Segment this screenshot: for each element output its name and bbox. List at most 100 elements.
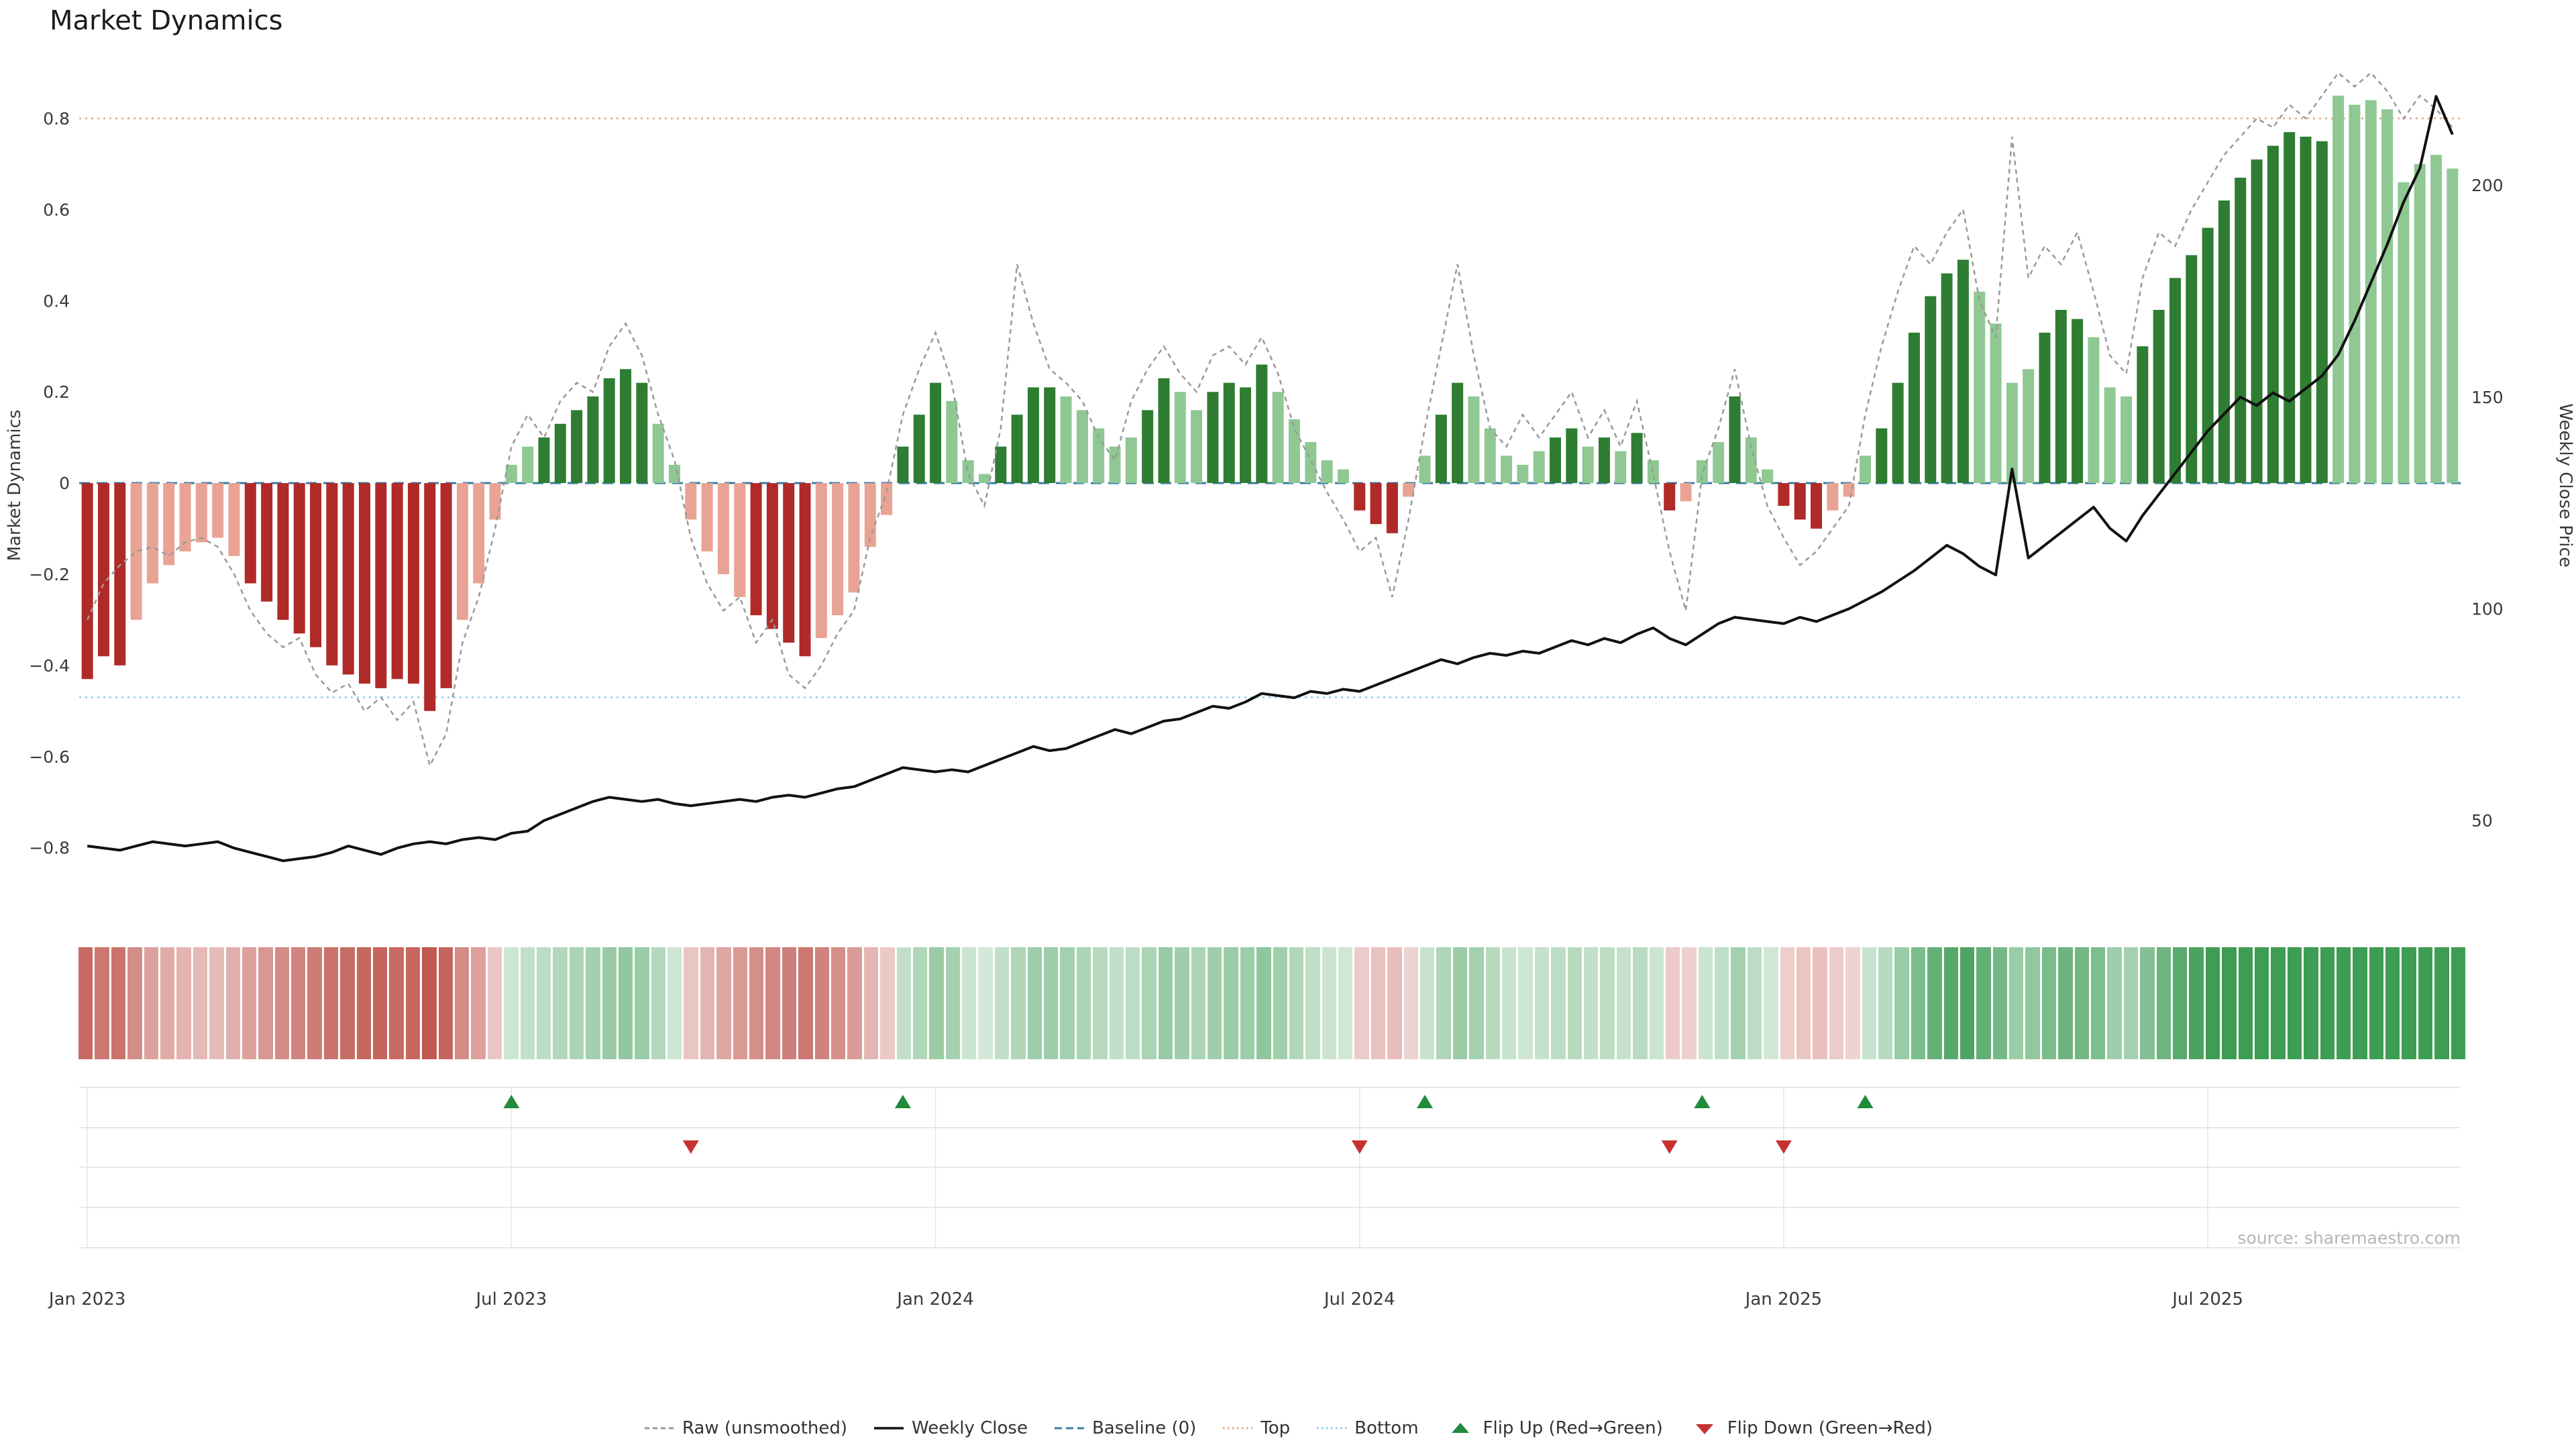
heatmap-cell xyxy=(684,947,698,1059)
heatmap-cell xyxy=(487,947,502,1059)
heatmap-cell xyxy=(2058,947,2073,1059)
right-axis-tick: 200 xyxy=(2471,176,2504,195)
heatmap-cell xyxy=(1175,947,1189,1059)
flip-down-marker xyxy=(1661,1140,1678,1154)
dynamics-bar xyxy=(1794,483,1806,520)
dynamics-bar xyxy=(1860,455,1871,484)
heatmap-cell xyxy=(2222,947,2237,1059)
heatmap-cell xyxy=(1485,947,1500,1059)
dynamics-bar xyxy=(1109,446,1121,484)
dynamics-bar xyxy=(1044,387,1056,484)
heatmap-cell xyxy=(2271,947,2286,1059)
left-axis-tick: 0 xyxy=(59,474,70,493)
dynamics-bar xyxy=(832,483,844,616)
heatmap-cell xyxy=(160,947,175,1059)
heatmap-cell xyxy=(863,947,879,1059)
dynamics-bar xyxy=(946,400,958,484)
dynamics-bar xyxy=(2316,141,2328,484)
dynamics-bar xyxy=(2284,131,2296,484)
heatmap-cell xyxy=(1894,947,1909,1059)
heatmap-cell xyxy=(1256,947,1271,1059)
dynamics-bar xyxy=(1484,428,1496,484)
heatmap-cell xyxy=(1829,947,1844,1059)
heatmap-cell xyxy=(765,947,780,1059)
x-axis-label: Jul 2025 xyxy=(2172,1289,2244,1309)
dynamics-bar xyxy=(717,483,729,574)
dynamics-bar xyxy=(685,483,697,520)
dynamics-bar xyxy=(228,483,240,556)
dynamics-bar xyxy=(2349,105,2361,484)
heatmap-cell xyxy=(962,947,977,1059)
dynamics-bar xyxy=(2121,396,2133,484)
dynamics-bar xyxy=(195,483,207,543)
dynamics-bar xyxy=(375,483,387,688)
heatmap-cell xyxy=(258,947,273,1059)
heatmap-cell xyxy=(2091,947,2106,1059)
heatmap-cell xyxy=(1992,947,2008,1059)
dynamics-bar xyxy=(962,460,974,484)
heatmap-cell xyxy=(2434,947,2449,1059)
heatmap-cell xyxy=(782,947,797,1059)
dynamics-bar xyxy=(848,483,860,593)
heatmap-cell xyxy=(356,947,372,1059)
heatmap-cell xyxy=(1682,947,1697,1059)
dynamics-bar xyxy=(603,378,615,484)
dynamics-bar xyxy=(2365,100,2377,484)
dynamics-bar xyxy=(1957,260,1969,484)
heatmap-cell xyxy=(1747,947,1762,1059)
heatmap-cell xyxy=(1338,947,1353,1059)
heatmap-cell xyxy=(602,947,616,1059)
left-axis-tick: −0.6 xyxy=(29,747,70,767)
dynamics-bar xyxy=(1452,382,1464,484)
dynamics-bar xyxy=(1941,273,1953,484)
heatmap-cell xyxy=(569,947,584,1059)
heatmap-cell xyxy=(2369,947,2384,1059)
dynamics-bar xyxy=(1174,392,1186,484)
dynamics-bar xyxy=(1207,392,1219,484)
heatmap-cell xyxy=(323,947,339,1059)
heatmap-cell xyxy=(2123,947,2139,1059)
legend-swatch-dot-cyan xyxy=(1317,1427,1347,1430)
heatmap-cell xyxy=(1551,947,1566,1059)
dynamics-bar xyxy=(261,483,273,602)
heatmap-cell xyxy=(241,947,257,1059)
dynamics-bar xyxy=(2039,332,2051,484)
heatmap-cell xyxy=(912,947,928,1059)
legend-swatch-solid-black xyxy=(874,1427,904,1430)
dynamics-bar xyxy=(1435,415,1447,484)
dynamics-bar xyxy=(1566,428,1578,484)
dynamics-bar xyxy=(1908,332,1920,484)
dynamics-bar xyxy=(1337,469,1349,484)
heatmap-cell xyxy=(1764,947,1778,1059)
legend-swatch-dash-gray xyxy=(644,1427,674,1430)
dynamics-bar xyxy=(766,483,778,629)
dynamics-bar xyxy=(1925,296,1937,484)
dynamics-bar xyxy=(2169,278,2181,484)
flip-markers-panel: source: sharemaestro.com xyxy=(79,1087,2461,1248)
dynamics-bar xyxy=(2104,387,2116,484)
heatmap-cell xyxy=(635,947,649,1059)
dynamics-bar xyxy=(1533,451,1545,484)
heatmap-cell xyxy=(880,947,895,1059)
heatmap-cell xyxy=(1273,947,1287,1059)
heatmap-cell xyxy=(749,947,764,1059)
legend-label: Flip Up (Red→Green) xyxy=(1483,1418,1663,1438)
heatmap-cell xyxy=(798,947,813,1059)
dynamics-bar xyxy=(1827,483,1839,511)
heatmap-cell xyxy=(2287,947,2302,1059)
dynamics-bar xyxy=(2332,95,2345,484)
legend-item: Raw (unsmoothed) xyxy=(643,1418,847,1438)
flip-down-marker xyxy=(682,1140,699,1154)
dynamics-bar xyxy=(1288,419,1300,484)
dynamics-bar xyxy=(473,483,485,584)
dynamics-bar xyxy=(391,483,403,680)
heatmap-cell xyxy=(2385,947,2400,1059)
dynamics-bar xyxy=(505,464,517,484)
dynamics-bar xyxy=(1011,415,1023,484)
heatmap-cell xyxy=(2140,947,2155,1059)
dynamics-bar xyxy=(1615,451,1627,484)
legend-item: Bottom xyxy=(1316,1418,1419,1438)
heatmap-cell xyxy=(78,947,93,1059)
weekly-close-line xyxy=(87,95,2454,863)
x-axis-label: Jul 2024 xyxy=(1324,1289,1395,1309)
